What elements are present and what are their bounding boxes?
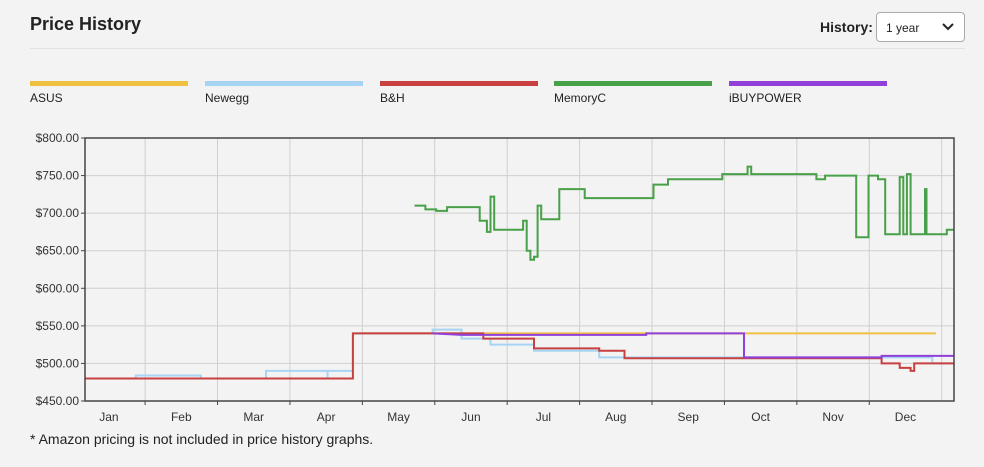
y-tick-label: $500.00 <box>36 356 80 370</box>
legend-item-b-h[interactable]: B&H <box>380 81 538 105</box>
x-tick-label: Nov <box>822 410 843 424</box>
x-tick-label: Jul <box>536 410 551 424</box>
x-tick-label: Apr <box>317 410 336 424</box>
legend-item-asus[interactable]: ASUS <box>30 81 188 105</box>
plot-area <box>85 138 954 401</box>
page-title: Price History <box>30 14 142 34</box>
y-tick-label: $450.00 <box>36 394 80 408</box>
history-label: History: <box>820 19 873 35</box>
x-tick-label: May <box>387 410 410 424</box>
legend-swatch <box>380 81 538 86</box>
series-line-memoryc <box>414 165 954 261</box>
footnote: * Amazon pricing is not included in pric… <box>30 431 374 447</box>
legend-label: Newegg <box>205 91 250 105</box>
legend-swatch <box>205 81 363 86</box>
y-tick-label: $600.00 <box>36 281 80 295</box>
legend-label: iBUYPOWER <box>729 91 802 105</box>
series-line-ibuypower <box>432 332 954 359</box>
legend-label: B&H <box>380 91 405 105</box>
x-tick-label: Sep <box>678 410 700 424</box>
x-tick-label: Oct <box>751 410 770 424</box>
y-tick-label: $550.00 <box>36 319 80 333</box>
x-tick-label: Jun <box>461 410 480 424</box>
x-tick-label: Dec <box>895 410 916 424</box>
history-select[interactable]: 1 year <box>876 12 965 42</box>
legend-swatch <box>30 81 188 86</box>
header-divider <box>30 48 965 49</box>
history-select-value: 1 year <box>886 21 920 35</box>
legend-swatch <box>554 81 712 86</box>
legend-item-newegg[interactable]: Newegg <box>205 81 363 105</box>
x-tick-label: Mar <box>243 410 264 424</box>
chevron-down-icon <box>942 23 954 31</box>
y-tick-label: $700.00 <box>36 206 80 220</box>
legend-item-ibuypower[interactable]: iBUYPOWER <box>729 81 887 105</box>
x-tick-label: Aug <box>605 410 626 424</box>
y-tick-label: $650.00 <box>36 244 80 258</box>
plot-frame <box>84 137 955 402</box>
y-tick-label: $800.00 <box>36 131 80 145</box>
y-tick-label: $750.00 <box>36 169 80 183</box>
x-tick-label: Feb <box>171 410 192 424</box>
legend-label: ASUS <box>30 91 63 105</box>
legend-swatch <box>729 81 887 86</box>
x-tick-label: Jan <box>99 410 118 424</box>
legend-item-memoryc[interactable]: MemoryC <box>554 81 712 105</box>
legend-label: MemoryC <box>554 91 607 105</box>
